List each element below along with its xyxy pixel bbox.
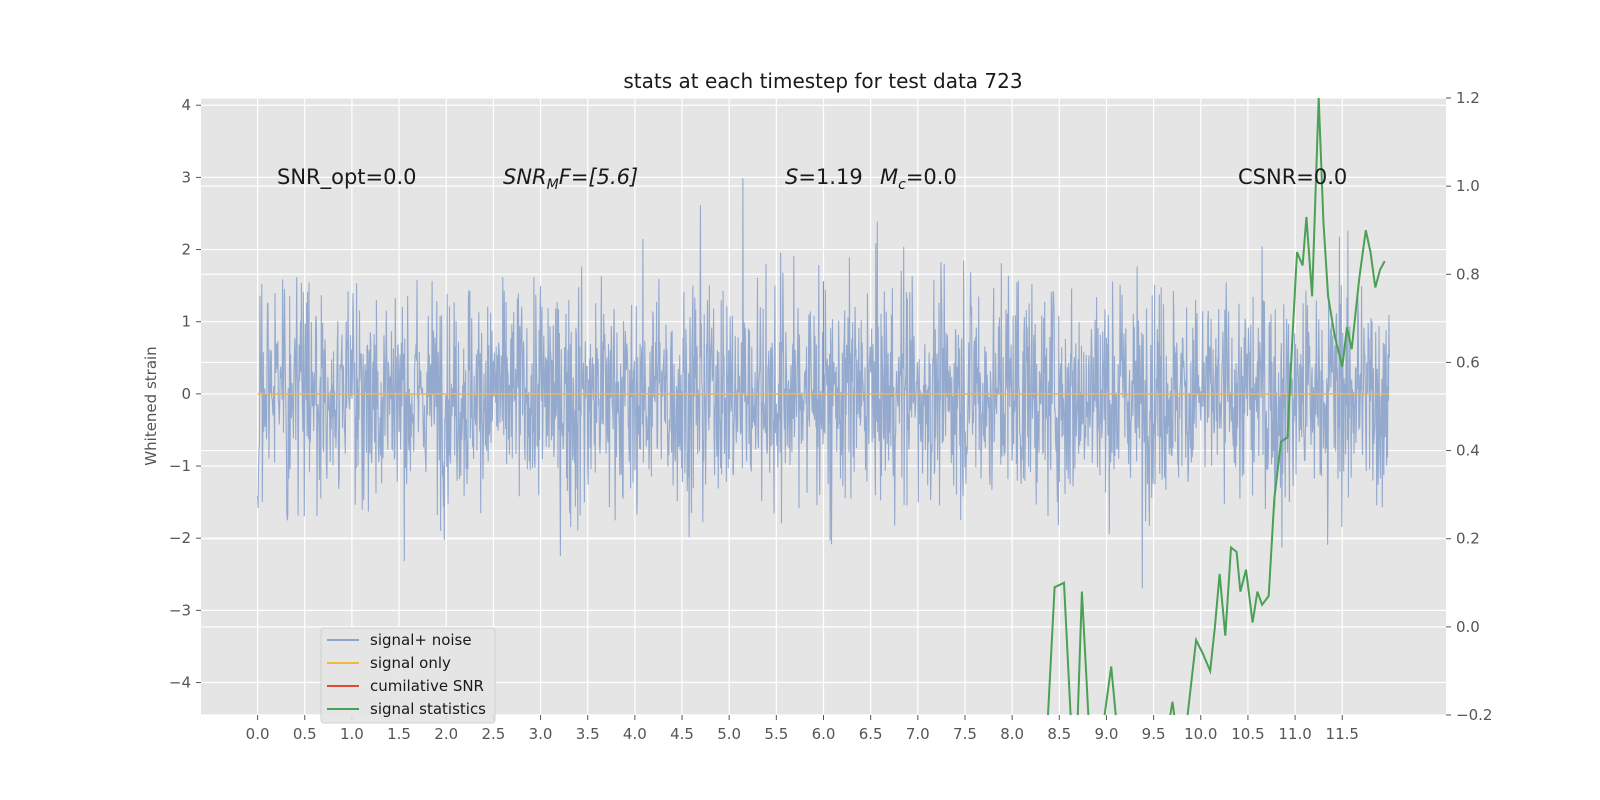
y-axis-label: Whitened strain [142, 346, 160, 465]
x-tick-label: 5.5 [764, 725, 788, 743]
y-tick-label: 3 [181, 168, 191, 186]
annotation-mc-value: =0.0 [906, 165, 957, 189]
x-tick-label: 0.0 [246, 725, 270, 743]
x-tick-label: 8.5 [1047, 725, 1071, 743]
y-tick-label: −3 [169, 601, 191, 619]
x-tick-label: 8.0 [1000, 725, 1024, 743]
signal-noise-series [257, 178, 1390, 589]
x-tick-label: 3.5 [576, 725, 600, 743]
signal-noise-line [257, 178, 1390, 589]
x-tick-label: 10.0 [1184, 725, 1217, 743]
x-tick-label: 10.5 [1231, 725, 1264, 743]
y2-tick-label: 0.4 [1456, 442, 1480, 460]
annotation-s-main: S [785, 165, 798, 189]
legend-label-signal-only: signal only [370, 654, 451, 672]
y-tick-label: −2 [169, 529, 191, 547]
x-tick-label: 5.0 [717, 725, 741, 743]
y-tick-label: −4 [169, 674, 191, 692]
y-tick-label: 2 [181, 241, 191, 259]
legend: signal+ noise signal only cumilative SNR… [320, 627, 496, 724]
chart-title: stats at each timestep for test data 723 [623, 69, 1022, 93]
y2-tick-label: 0.6 [1456, 353, 1480, 371]
x-tick-label: 9.0 [1095, 725, 1119, 743]
y2-tick-label: 0.2 [1456, 530, 1480, 548]
x-tick-label: 11.5 [1326, 725, 1359, 743]
y-tick-label: −1 [169, 457, 191, 475]
y2-tick-label: 1.2 [1456, 89, 1480, 107]
y2-tick-label: −0.2 [1456, 706, 1492, 724]
annotation-snr-opt: SNR_opt=0.0 [277, 165, 417, 190]
annotation-s: S=1.19 [785, 165, 863, 189]
annotation-snr-mf-main: SNR [503, 165, 547, 189]
y2-tick-label: 0.8 [1456, 265, 1480, 283]
x-tick-label: 1.0 [340, 725, 364, 743]
legend-label-signal-statistics: signal statistics [370, 700, 486, 718]
x-tick-label: 9.5 [1142, 725, 1166, 743]
x-tick-label: 7.5 [953, 725, 977, 743]
annotation-snr-mf: SNRMF=[5.6] [503, 165, 638, 193]
x-tick-label: 11.0 [1278, 725, 1311, 743]
x-tick-label: 2.5 [481, 725, 505, 743]
annotation-snr-mf-sub: M [547, 177, 559, 193]
x-tick-label: 7.0 [906, 725, 930, 743]
signal-statistics-line [1047, 98, 1386, 715]
x-tick-label: 4.5 [670, 725, 694, 743]
signal-statistics-series [1047, 98, 1386, 715]
x-tick-label: 2.0 [434, 725, 458, 743]
annotation-mc-sub: c [898, 177, 906, 193]
x-tick-label: 6.5 [859, 725, 883, 743]
legend-box [320, 627, 496, 724]
x-tick-label: 1.5 [387, 725, 411, 743]
legend-label-cumilative-snr: cumilative SNR [370, 677, 484, 695]
annotation-mc: Mc=0.0 [880, 165, 957, 193]
annotation-csnr: CSNR=0.0 [1238, 165, 1347, 189]
y-axis: 4 3 2 1 0 −1 −2 −3 −4 [169, 96, 201, 692]
y2-tick-label: 1.0 [1456, 177, 1480, 195]
y-tick-label: 0 [181, 385, 191, 403]
x-axis: 0.0 0.5 1.0 1.5 2.0 2.5 3.0 3.5 4.0 4.5 5.0 5.5 6.0 6… [246, 715, 1359, 743]
x-tick-label: 4.0 [623, 725, 647, 743]
annotation-s-value: =1.19 [798, 165, 862, 189]
annotation-mc-main: M [880, 165, 898, 189]
annotation-snr-mf-f: F=[5.6] [559, 165, 638, 189]
y2-axis: 1.2 1.0 0.8 0.6 0.4 0.2 0.0 −0.2 [1446, 89, 1492, 724]
y-tick-label: 1 [181, 313, 191, 331]
x-tick-label: 0.5 [293, 725, 317, 743]
x-tick-label: 6.0 [812, 725, 836, 743]
legend-label-signal-noise: signal+ noise [370, 631, 472, 649]
y2-tick-label: 0.0 [1456, 618, 1480, 636]
x-tick-label: 3.0 [529, 725, 553, 743]
y-tick-label: 4 [181, 96, 191, 114]
